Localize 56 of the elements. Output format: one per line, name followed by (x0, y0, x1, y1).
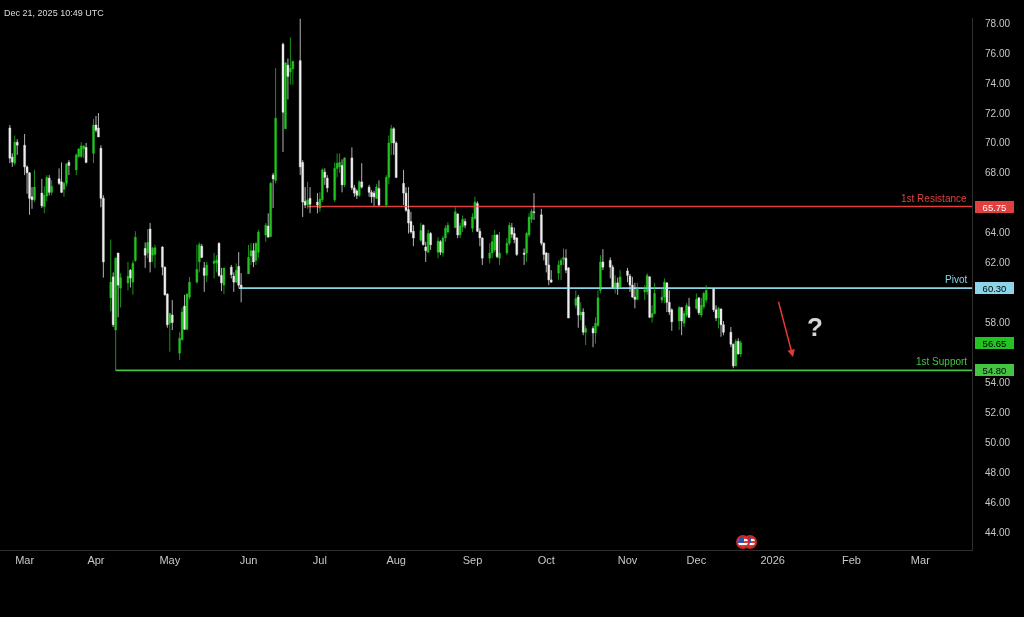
data-label: 54.80 (982, 364, 1007, 376)
x-tick-label: Feb (841, 554, 861, 567)
x-tick-label: Mar (15, 554, 35, 567)
x-tick-label: 2026 (760, 554, 785, 567)
candlestick (171, 299, 174, 331)
candlestick (119, 272, 122, 309)
candlestick (16, 138, 19, 156)
x-tick-label: Oct (537, 554, 555, 567)
y-tick-label: 78.00 (985, 17, 1011, 29)
candlestick (584, 325, 587, 346)
series-label: 1st Support (916, 356, 968, 367)
chart-title: Dec 21, 2025 10:49 UTC (4, 7, 105, 18)
candlestick (168, 312, 171, 353)
x-tick-label: Jun (239, 554, 258, 567)
y-tick-label: 76.00 (985, 47, 1011, 59)
x-tick-label: Apr (87, 554, 105, 567)
x-tick-label: Sep (462, 554, 483, 567)
x-tick-label: Jul (312, 554, 327, 567)
candlestick (547, 252, 550, 286)
y-tick-label: 70.00 (985, 137, 1011, 149)
x-tick-label: May (159, 554, 181, 567)
candlestick (264, 222, 267, 243)
candlestick (289, 36, 292, 86)
series-label: Pivot (945, 274, 968, 285)
x-tick-label: Dec (686, 554, 707, 567)
x-tick-label: Nov (617, 554, 638, 567)
annotation: ? (807, 312, 823, 342)
y-tick-label: 44.00 (985, 526, 1011, 538)
candlestick (579, 301, 582, 321)
candlestick (574, 289, 577, 309)
data-label: 65.75 (982, 201, 1007, 213)
candlestick (601, 248, 605, 271)
y-tick-label: 74.00 (985, 77, 1011, 89)
series-label: 1st Resistance (901, 193, 968, 204)
x-tick-label: Aug (386, 554, 406, 567)
y-tick-label: 62.00 (985, 257, 1011, 269)
y-tick-label: 58.00 (985, 317, 1011, 329)
candlestick (67, 159, 71, 176)
y-tick-label: 50.00 (985, 436, 1011, 448)
text: 56.65 (982, 337, 1007, 349)
x-tick-label: Mar (910, 554, 931, 567)
y-tick-label: 54.00 (985, 376, 1011, 388)
y-tick-label: 46.00 (985, 496, 1011, 508)
y-tick-label: 64.00 (985, 227, 1011, 239)
y-tick-label: 72.00 (985, 107, 1011, 119)
y-tick-label: 52.00 (985, 406, 1011, 418)
candlestick (360, 162, 363, 190)
candlestick (247, 244, 250, 275)
candlestick (498, 231, 501, 266)
candlestick (97, 112, 100, 138)
y-tick-label: 48.00 (985, 466, 1011, 478)
candlestick (33, 169, 36, 203)
candlestick (557, 259, 560, 281)
candlestick (419, 222, 422, 243)
y-tick-label: 68.00 (985, 167, 1011, 179)
data-label: 60.30 (982, 282, 1007, 294)
